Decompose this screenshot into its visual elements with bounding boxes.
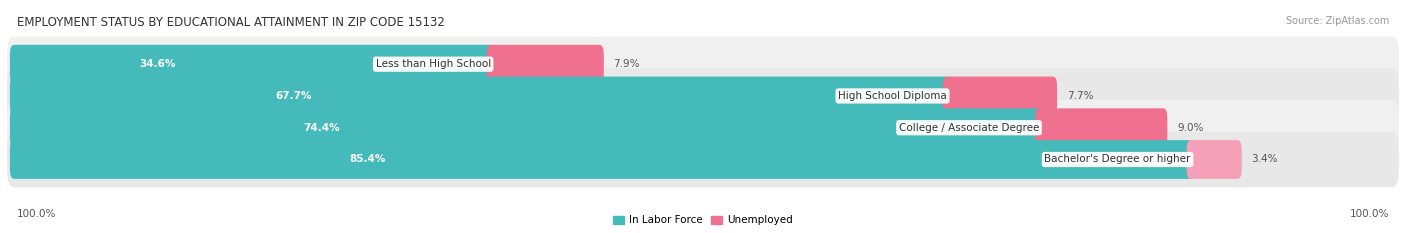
Text: 7.7%: 7.7% [1067, 91, 1094, 101]
FancyBboxPatch shape [10, 45, 495, 84]
Text: Less than High School: Less than High School [375, 59, 491, 69]
Text: 67.7%: 67.7% [276, 91, 312, 101]
FancyBboxPatch shape [7, 68, 1399, 123]
Legend: In Labor Force, Unemployed: In Labor Force, Unemployed [609, 211, 797, 230]
FancyBboxPatch shape [1035, 108, 1167, 147]
Text: 74.4%: 74.4% [304, 123, 340, 133]
Text: 34.6%: 34.6% [139, 59, 176, 69]
FancyBboxPatch shape [10, 108, 1043, 147]
Text: 100.0%: 100.0% [17, 209, 56, 219]
FancyBboxPatch shape [486, 45, 603, 84]
FancyBboxPatch shape [7, 100, 1399, 155]
Text: Source: ZipAtlas.com: Source: ZipAtlas.com [1285, 16, 1389, 26]
Text: EMPLOYMENT STATUS BY EDUCATIONAL ATTAINMENT IN ZIP CODE 15132: EMPLOYMENT STATUS BY EDUCATIONAL ATTAINM… [17, 16, 444, 29]
Text: Bachelor's Degree or higher: Bachelor's Degree or higher [1045, 154, 1191, 164]
FancyBboxPatch shape [7, 37, 1399, 92]
FancyBboxPatch shape [7, 132, 1399, 187]
FancyBboxPatch shape [1187, 140, 1241, 179]
Text: 9.0%: 9.0% [1177, 123, 1204, 133]
FancyBboxPatch shape [943, 77, 1057, 115]
Text: High School Diploma: High School Diploma [838, 91, 946, 101]
FancyBboxPatch shape [10, 77, 950, 115]
Text: 3.4%: 3.4% [1251, 154, 1278, 164]
FancyBboxPatch shape [10, 140, 1195, 179]
Text: 100.0%: 100.0% [1350, 209, 1389, 219]
Text: College / Associate Degree: College / Associate Degree [898, 123, 1039, 133]
Text: 7.9%: 7.9% [613, 59, 640, 69]
Text: 85.4%: 85.4% [349, 154, 385, 164]
